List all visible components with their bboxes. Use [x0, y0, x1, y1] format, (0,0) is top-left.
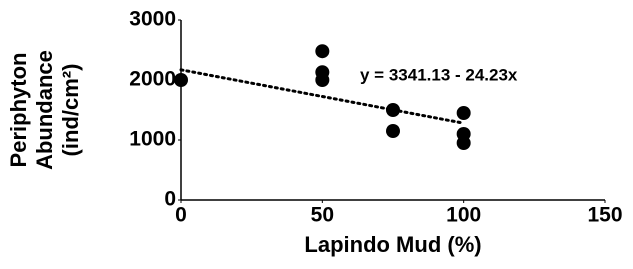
y-axis-label-line: (ind/cm²) — [58, 64, 83, 157]
y-tick-label: 1000 — [129, 128, 176, 151]
x-axis-label: Lapindo Mud (%) — [304, 232, 481, 257]
y-tick-label: 0 — [164, 188, 176, 211]
trendline — [179, 68, 466, 125]
y-tick-label: 3000 — [129, 8, 176, 31]
y-axis-label: Periphyton Abundance (ind/cm²) — [6, 50, 83, 170]
x-tick-label: 150 — [587, 204, 622, 227]
y-axis-label-line: Periphyton — [6, 53, 31, 168]
y-tick-label: 2000 — [129, 68, 176, 91]
equation: y = 3341.13 - 24.23x — [360, 65, 518, 84]
y-axis-label-line: Abundance — [32, 50, 57, 170]
x-tick-label: 50 — [311, 204, 334, 227]
point — [456, 136, 471, 150]
point — [386, 124, 400, 138]
point — [174, 73, 188, 87]
point — [456, 106, 471, 120]
point — [386, 103, 400, 117]
point — [315, 44, 330, 59]
x-tick-label: 100 — [446, 204, 481, 227]
point — [315, 73, 330, 87]
x-tick-label: 0 — [175, 204, 187, 227]
